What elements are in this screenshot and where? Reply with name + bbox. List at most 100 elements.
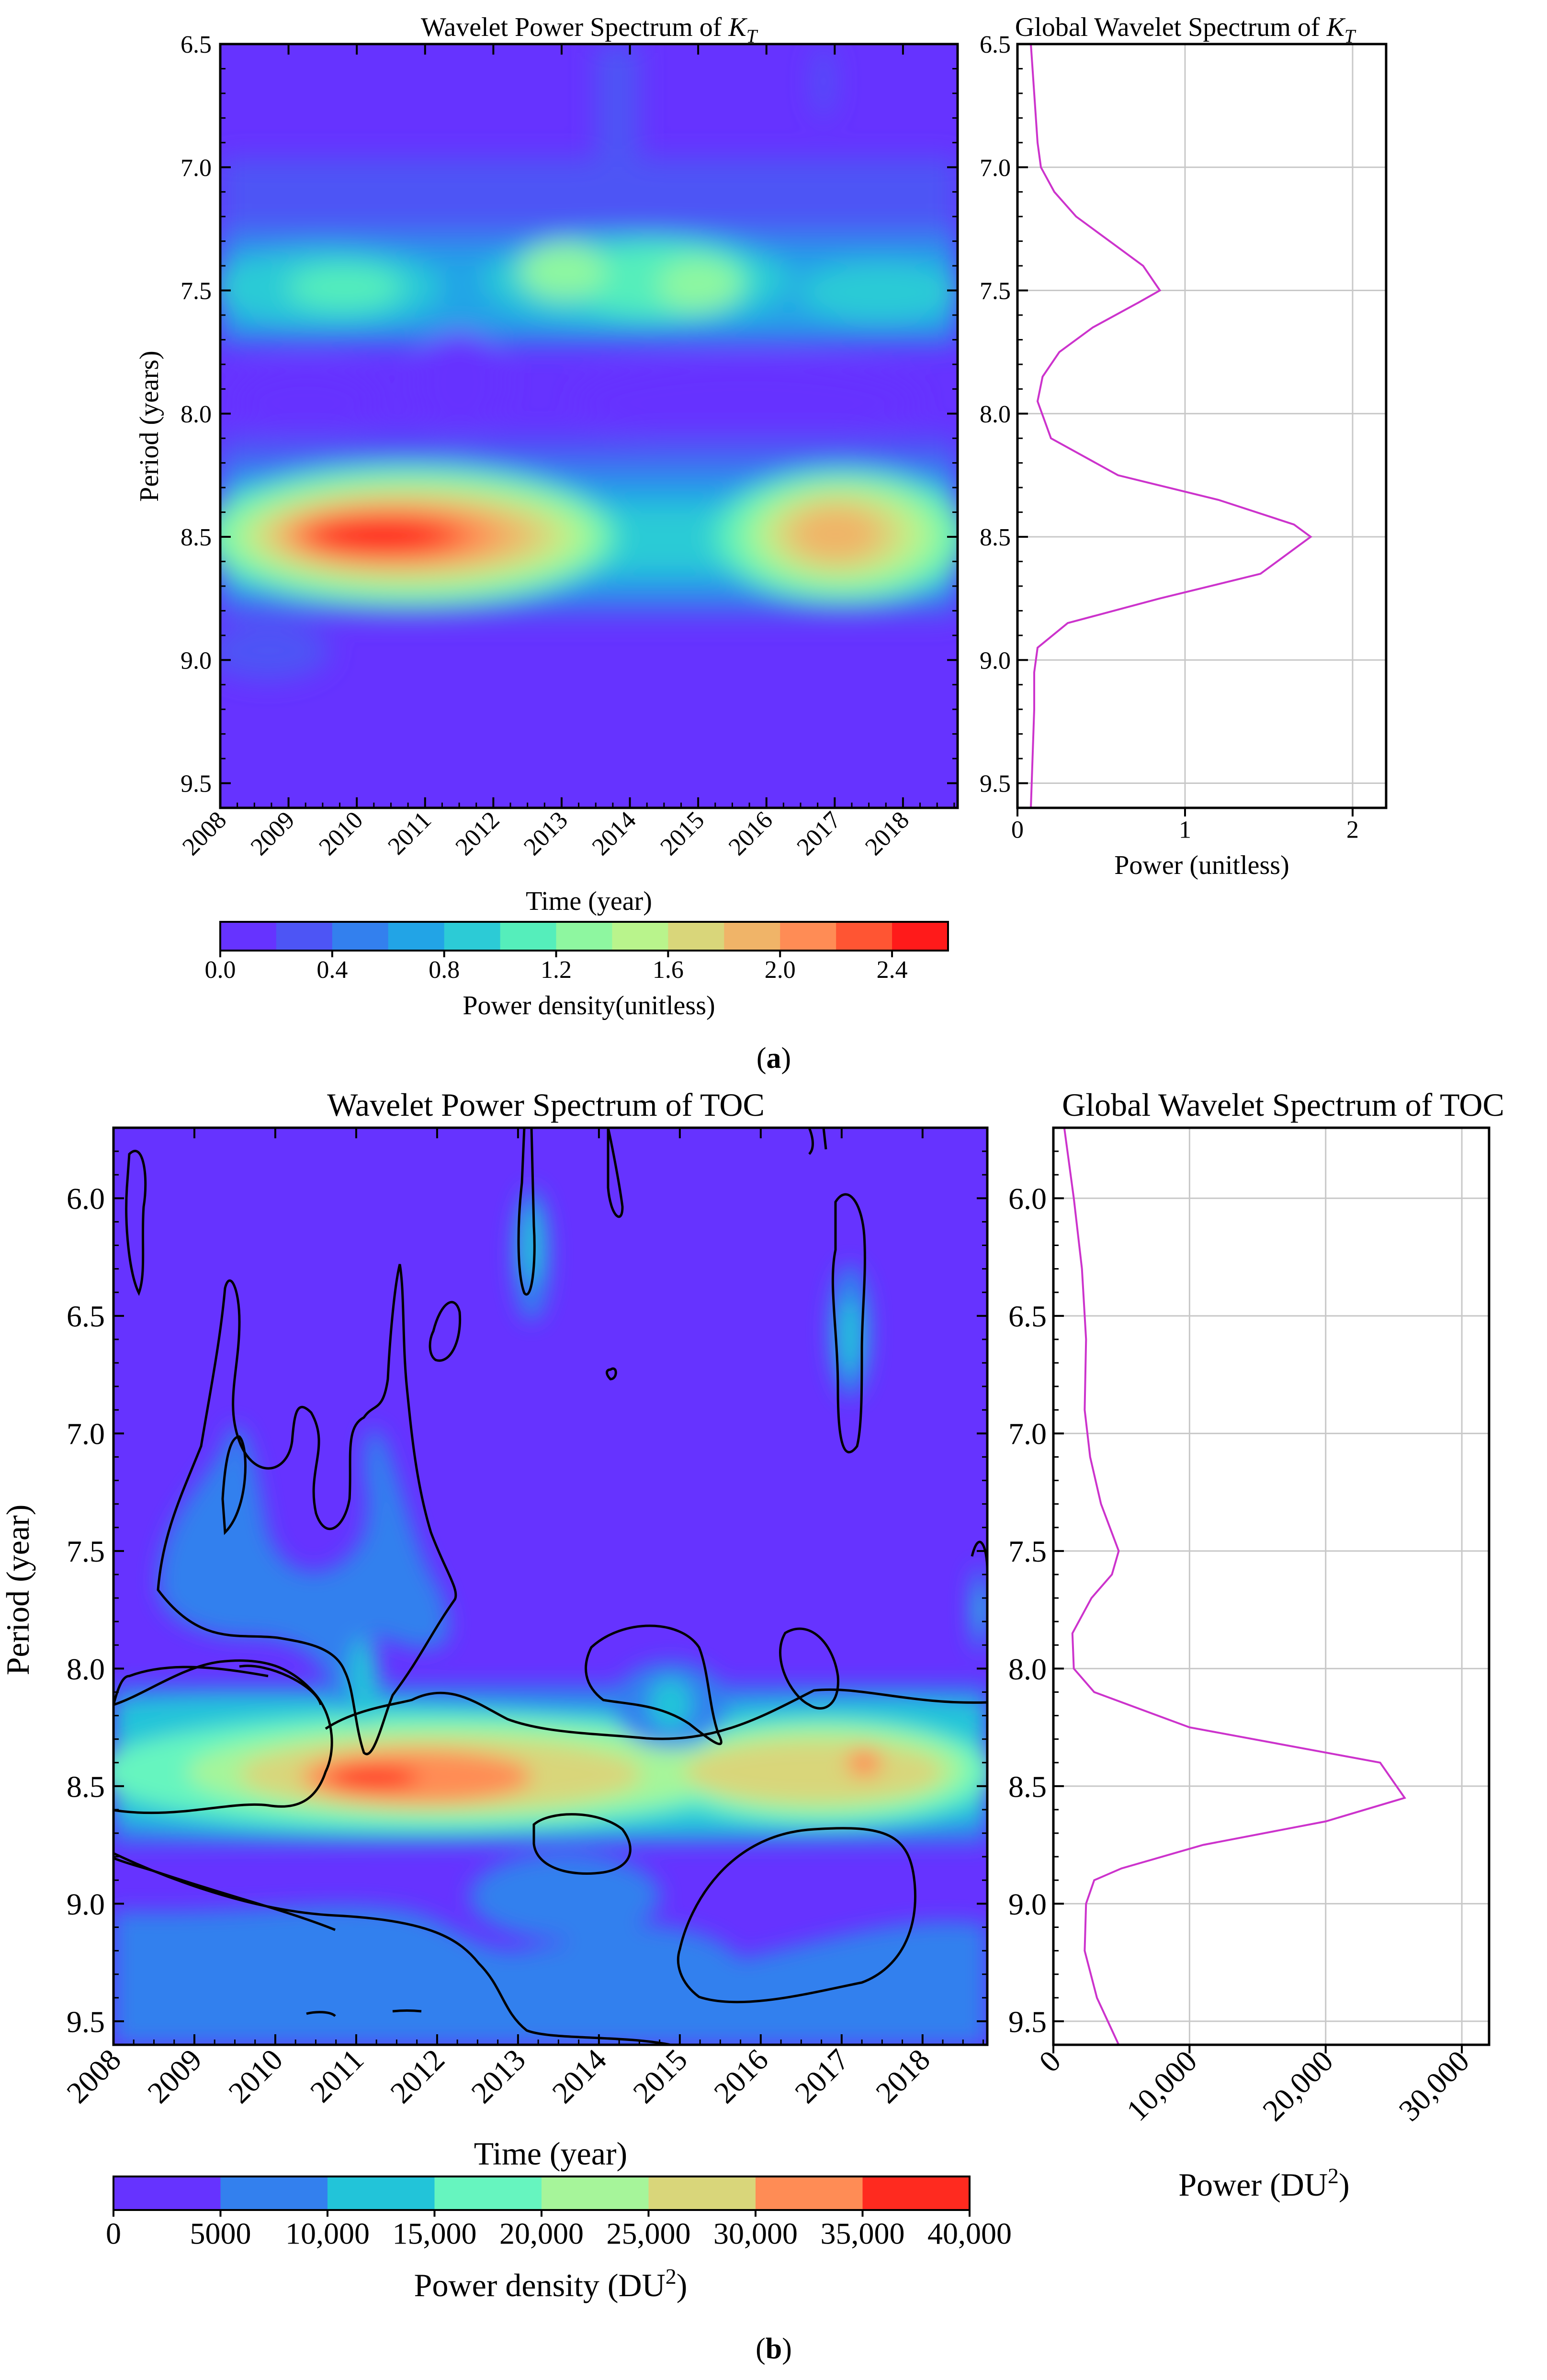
global-b-x-axis: 0 10,000 20,000 30,000: [1032, 2044, 1476, 2128]
global-a-line: [1030, 44, 1312, 808]
heatmap-b-xtick-label: 2014: [545, 2042, 613, 2110]
global-a-xtick-label: 0: [1011, 816, 1024, 843]
colorbar-b-swatch: [542, 2176, 649, 2210]
global-a-ytick-label: 6.5: [980, 31, 1011, 58]
heatmap-b-xtick-label: 2012: [384, 2042, 451, 2110]
heatmap-a-frame: [219, 43, 959, 809]
heatmap-a-xtick-label: 2009: [246, 806, 300, 861]
heatmap-a-xtick-label: 2011: [383, 806, 436, 860]
colorbar-a-tick-label: 0.0: [205, 956, 236, 984]
colorbar-b-tick-label: 35,000: [821, 2216, 905, 2250]
global-a-ytick-label: 9.5: [980, 771, 1011, 798]
heatmap-b-xtick-label: 2018: [869, 2042, 937, 2110]
heatmap-b-ytick-label: 8.5: [67, 1769, 105, 1803]
global-a-y-axis: 6.5 7.0 7.5 8.0 8.5 9.0 9.5: [980, 31, 1028, 809]
global-a-ytick-label: 8.0: [980, 401, 1011, 428]
global-b-xlabel: Power (DU2): [1178, 2164, 1349, 2203]
colorbar-a-swatch: [220, 922, 277, 951]
global-a-title: Global Wavelet Spectrum of KT: [1015, 12, 1356, 47]
colorbar-a-swatch: [276, 922, 333, 951]
global-b-xtick-label: 20,000: [1256, 2044, 1340, 2128]
colorbar-a-label: Power density(unitless): [463, 991, 715, 1020]
heatmap-a-ytick-label: 9.0: [181, 647, 212, 674]
global-b-xtick-label: 30,000: [1392, 2044, 1476, 2128]
global-a-xtick-label: 2: [1346, 816, 1359, 843]
heatmap-a-xtick-label: 2010: [314, 806, 368, 861]
global-b-ytick-label: 7.5: [1008, 1534, 1047, 1568]
panel-a: Wavelet Power Spectrum of KT: [135, 12, 1388, 1020]
colorbar-b: 0 5000 10,000 15,000 20,000 25,000 30,000 35,00…: [106, 2176, 1012, 2250]
heatmap-a-xtick-label: 2008: [177, 806, 232, 861]
colorbar-b-tick-label: 25,000: [607, 2216, 691, 2250]
colorbar-b-swatch: [648, 2176, 756, 2210]
heatmap-a-xtick-label: 2015: [655, 806, 710, 861]
colorbar-b-label: Power density (DU2): [414, 2264, 688, 2303]
colorbar-b-swatch: [862, 2176, 970, 2210]
heatmap-a-plot: [220, 44, 958, 808]
colorbar-a-swatch: [444, 922, 501, 951]
heatmap-b-ytick-label: 7.0: [67, 1417, 105, 1451]
colorbar-a-tick-label: 0.4: [316, 956, 348, 984]
colorbar-b-tick-label: 30,000: [713, 2216, 798, 2250]
colorbar-a-swatch: [836, 922, 892, 951]
colorbar-a-swatch: [724, 922, 780, 951]
colorbar-b-swatch: [756, 2176, 863, 2210]
heatmap-a-ytick-label: 8.0: [181, 401, 212, 428]
global-a-frame: [1016, 43, 1388, 809]
heatmap-b-ytick-label: 9.5: [67, 2005, 105, 2039]
colorbar-a-swatch: [556, 922, 612, 951]
global-b-ytick-label: 9.0: [1008, 1887, 1047, 1921]
heatmap-b-xtick-label: 2010: [222, 2042, 289, 2110]
colorbar-b-swatch: [434, 2176, 542, 2210]
global-a-x-axis: 0 1 2: [1011, 808, 1359, 843]
heatmap-b-xtick-label: 2008: [60, 2042, 127, 2110]
global-b-y-axis: 6.0 6.5 7.0 7.5 8.0 8.5 9.0 9.5: [1008, 1127, 1064, 2046]
heatmap-b-xtick-label: 2017: [788, 2042, 856, 2110]
heatmap-b-y-axis: 6.0 6.5 7.0 7.5 8.0 8.5 9.0 9.5: [67, 1127, 987, 2046]
colorbar-a-tick-label: 1.2: [541, 956, 572, 984]
colorbar-a-swatch: [668, 922, 724, 951]
global-b-ytick-label: 6.0: [1008, 1182, 1047, 1216]
global-b-ytick-label: 9.5: [1008, 2005, 1047, 2039]
global-a-ytick-label: 7.5: [980, 278, 1011, 305]
heatmap-b-ytick-label: 6.5: [67, 1299, 105, 1333]
panel-b-letter: b: [765, 2333, 782, 2365]
heatmap-b-ylabel: Period (year): [0, 1505, 36, 1676]
colorbar-a-swatch: [500, 922, 557, 951]
heatmap-b-ytick-label: 7.5: [67, 1534, 105, 1568]
heatmap-b-title: Wavelet Power Spectrum of TOC: [327, 1087, 765, 1123]
panel-b-caption: (b): [756, 2333, 792, 2365]
global-b-ytick-label: 6.5: [1008, 1299, 1047, 1333]
heatmap-b-xtick-label: 2015: [626, 2042, 694, 2110]
heatmap-a-xtick-label: 2014: [587, 806, 642, 861]
global-b-ytick-label: 8.5: [1008, 1769, 1047, 1803]
global-b-grid: [1052, 1128, 1489, 2045]
colorbar-b-tick-label: 10,000: [285, 2216, 370, 2250]
heatmap-b-contours: [113, 1128, 987, 2045]
heatmap-b-xlabel: Time (year): [474, 2135, 627, 2172]
global-a-xlabel: Power (unitless): [1114, 850, 1289, 880]
colorbar-a-swatch: [388, 922, 445, 951]
heatmap-a-title: Wavelet Power Spectrum of KT: [421, 12, 758, 47]
global-b-title: Global Wavelet Spectrum of TOC: [1062, 1087, 1504, 1123]
colorbar-b-tick-label: 0: [106, 2216, 121, 2250]
heatmap-b-xtick-label: 2009: [141, 2042, 208, 2110]
colorbar-b-swatch: [113, 2176, 221, 2210]
heatmap-a-xtick-label: 2012: [451, 806, 505, 861]
global-a-ytick-label: 9.0: [980, 647, 1011, 674]
heatmap-b-xtick-label: 2011: [304, 2042, 370, 2109]
heatmap-b-ytick-label: 6.0: [67, 1182, 105, 1216]
heatmap-b-frame: [112, 1126, 989, 2046]
colorbar-a-swatch: [892, 922, 949, 951]
global-b-ytick-label: 8.0: [1008, 1652, 1047, 1686]
heatmap-a-y-axis: 6.5 7.0 7.5 8.0 8.5 9.0 9.5: [181, 31, 958, 809]
heatmap-b-plot: [113, 1128, 987, 2045]
colorbar-a-tick-label: 2.0: [765, 956, 796, 984]
heatmap-a-xtick-label: 2016: [723, 806, 778, 861]
panel-a-caption: (a): [756, 1042, 791, 1075]
panel-b: Wavelet Power Spectrum of TOC: [0, 1087, 1504, 2303]
heatmap-a-ytick-label: 8.5: [181, 524, 212, 551]
global-b-xtick-label: 10,000: [1120, 2044, 1204, 2128]
colorbar-b-swatch: [327, 2176, 435, 2210]
